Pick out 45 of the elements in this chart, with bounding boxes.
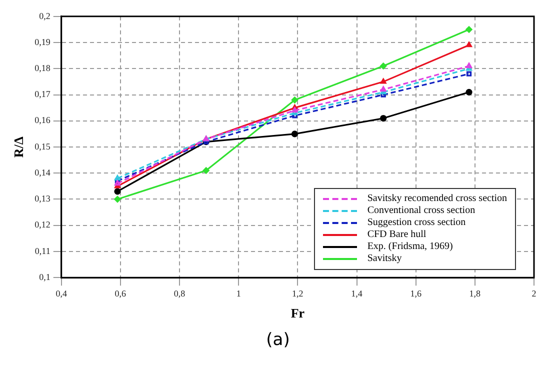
y-tick-label: 0,11 bbox=[34, 246, 50, 256]
legend-label: Savitsky recomended cross section bbox=[367, 192, 507, 205]
point bbox=[380, 78, 386, 84]
x-tick-label: 0,6 bbox=[114, 288, 127, 298]
point bbox=[380, 92, 386, 98]
y-tick-label: 0,16 bbox=[34, 115, 51, 126]
point bbox=[114, 188, 121, 195]
x-tick-label: 1,4 bbox=[351, 288, 363, 298]
y-tick-label: 0,2 bbox=[39, 10, 50, 21]
point bbox=[380, 114, 387, 122]
point bbox=[291, 130, 298, 138]
legend-label: Exp. (Fridsma, 1969) bbox=[367, 240, 453, 253]
x-tick-label: 1 bbox=[236, 288, 241, 298]
point bbox=[114, 196, 121, 203]
x-axis-title: Fr bbox=[290, 306, 305, 321]
x-tick-label: 2 bbox=[532, 288, 536, 298]
legend-label: CFD Bare hull bbox=[367, 228, 426, 241]
point bbox=[466, 42, 472, 48]
point bbox=[466, 65, 472, 71]
y-tick-label: 0,12 bbox=[34, 220, 50, 230]
legend-label: Savitsky bbox=[367, 252, 402, 265]
text: (a) bbox=[265, 330, 291, 350]
x-tick-label: 0,4 bbox=[56, 288, 68, 298]
y-tick-label: 0,17 bbox=[34, 89, 51, 100]
y-tick-label: 0,13 bbox=[34, 194, 51, 204]
x-tick-label: 1,8 bbox=[469, 288, 482, 298]
y-tick-label: 0,18 bbox=[34, 63, 51, 73]
point bbox=[466, 71, 472, 76]
point bbox=[292, 110, 298, 116]
y-tick-label: 0,1 bbox=[39, 272, 50, 282]
legend-label: Conventional cross section bbox=[367, 204, 476, 217]
legend-label: Suggestion cross section bbox=[367, 216, 466, 229]
point bbox=[466, 62, 472, 68]
point bbox=[466, 88, 472, 96]
point bbox=[380, 62, 387, 70]
y-tick-label: 0,14 bbox=[34, 167, 51, 178]
y-tick-label: 0,15 bbox=[34, 141, 51, 152]
y-axis-title: R/Δ bbox=[11, 136, 26, 158]
point bbox=[291, 96, 298, 104]
x-tick-label: 1,2 bbox=[292, 288, 304, 298]
y-tick-label: 0,19 bbox=[34, 36, 51, 47]
point bbox=[202, 167, 210, 174]
x-tick-label: 0,8 bbox=[174, 288, 186, 298]
point bbox=[466, 26, 472, 33]
x-tick-label: 1,6 bbox=[410, 288, 422, 298]
